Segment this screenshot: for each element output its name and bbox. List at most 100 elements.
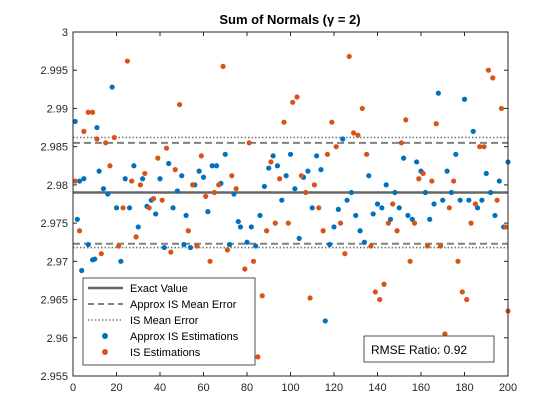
data-point xyxy=(398,140,405,146)
data-point xyxy=(118,258,124,264)
data-point xyxy=(216,182,222,188)
data-point xyxy=(427,216,433,222)
y-tick-label: 2.98 xyxy=(47,180,68,192)
data-point xyxy=(461,96,468,102)
data-point xyxy=(140,176,146,182)
data-point xyxy=(155,155,161,161)
data-point xyxy=(203,193,209,199)
data-point xyxy=(307,295,313,301)
data-point xyxy=(135,224,141,230)
data-point xyxy=(159,197,165,203)
data-point xyxy=(387,216,394,222)
data-point xyxy=(370,211,376,217)
data-point xyxy=(366,173,372,179)
data-point xyxy=(287,151,294,157)
data-point xyxy=(472,201,478,207)
data-point xyxy=(451,178,457,184)
data-point xyxy=(174,188,180,194)
data-point xyxy=(409,216,415,222)
y-tick-label: 2.97 xyxy=(47,256,68,268)
data-point xyxy=(453,151,459,157)
data-point xyxy=(168,249,174,255)
data-point xyxy=(383,182,389,188)
data-point xyxy=(109,84,115,90)
data-point xyxy=(311,182,318,188)
data-point xyxy=(431,201,437,207)
data-point xyxy=(98,251,104,257)
x-tick-label: 100 xyxy=(281,382,299,394)
data-point xyxy=(490,75,496,81)
data-point xyxy=(253,243,259,249)
data-point xyxy=(257,212,263,219)
data-point xyxy=(390,201,396,207)
data-point xyxy=(183,212,189,219)
data-point xyxy=(350,130,357,136)
data-point xyxy=(194,243,200,249)
data-point xyxy=(242,266,248,272)
data-point xyxy=(296,235,302,241)
data-point xyxy=(444,168,450,174)
data-point xyxy=(105,191,111,197)
data-point xyxy=(477,144,483,150)
x-tick-label: 40 xyxy=(154,382,166,394)
data-point xyxy=(329,119,335,125)
data-point xyxy=(277,176,283,182)
data-point xyxy=(496,178,502,184)
data-point xyxy=(420,170,426,177)
data-point xyxy=(227,241,233,248)
data-point xyxy=(290,99,296,105)
data-point xyxy=(394,228,400,234)
data-point xyxy=(224,247,231,253)
data-point xyxy=(322,318,328,324)
x-tick-label: 120 xyxy=(325,382,343,394)
legend-swatch-is-estimations xyxy=(102,349,108,355)
data-point xyxy=(176,102,183,108)
legend-label-exact-value: Exact Value xyxy=(130,283,188,295)
data-point xyxy=(231,191,237,197)
data-point xyxy=(333,144,339,150)
data-point xyxy=(211,189,217,196)
data-point xyxy=(213,163,220,169)
data-point xyxy=(161,244,167,251)
x-tick-label: 160 xyxy=(412,382,430,394)
data-point xyxy=(324,151,331,157)
data-point xyxy=(222,151,228,157)
data-point xyxy=(129,178,135,184)
legend-label-approx-is-estimations: Approx IS Estimations xyxy=(130,331,239,343)
y-tick-label: 2.955 xyxy=(40,371,68,383)
data-point xyxy=(96,168,102,174)
reference-lines xyxy=(73,136,508,249)
data-point xyxy=(76,178,83,184)
data-point xyxy=(120,205,126,211)
data-point xyxy=(200,174,207,180)
data-point xyxy=(196,168,202,174)
data-point xyxy=(279,197,285,203)
data-point xyxy=(166,160,172,167)
data-point xyxy=(281,119,287,125)
x-tick-label: 60 xyxy=(197,382,209,394)
data-point xyxy=(368,243,374,249)
data-point xyxy=(153,211,159,217)
data-point xyxy=(181,241,187,248)
data-point xyxy=(416,176,422,182)
rmse-annotation: RMSE Ratio: 0.92 xyxy=(363,335,495,363)
data-point xyxy=(146,205,152,211)
data-point xyxy=(237,224,244,230)
data-point xyxy=(126,205,133,211)
series-approx-is-estimations xyxy=(72,84,511,324)
data-point xyxy=(405,212,411,219)
data-point xyxy=(172,167,178,173)
data-point xyxy=(92,256,98,262)
data-point xyxy=(437,243,444,249)
y-axis: 2.955 2.96 2.965 2.97 2.975 2.98 2.985 2.99 2.99… xyxy=(40,27,508,383)
data-point xyxy=(479,197,485,203)
chart-title: Sum of Normals (γ = 2) xyxy=(219,12,360,27)
data-point xyxy=(474,205,481,211)
data-point xyxy=(259,293,265,299)
data-point xyxy=(448,189,455,196)
data-point xyxy=(401,155,407,161)
x-tick-label: 180 xyxy=(455,382,473,394)
data-point xyxy=(255,354,261,360)
data-point xyxy=(100,186,107,192)
